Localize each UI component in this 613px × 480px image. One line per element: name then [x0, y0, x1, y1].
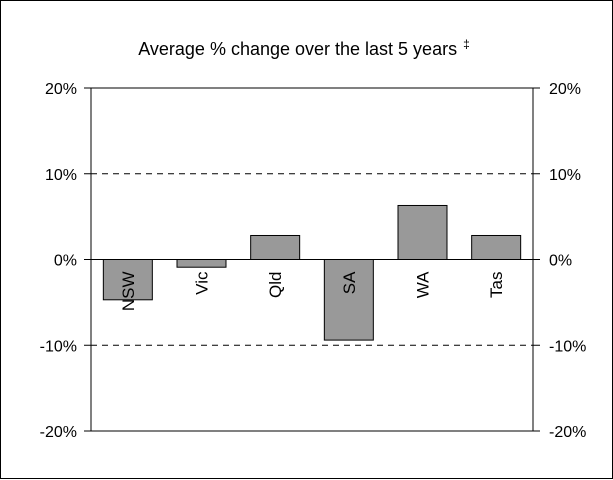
- y-tick-label-left: 0%: [54, 253, 77, 270]
- y-tick-label-right: 10%: [549, 167, 581, 184]
- y-tick-label-left: -10%: [40, 338, 77, 355]
- bar-sa: [323, 259, 374, 341]
- category-label-qld: Qld: [266, 272, 285, 298]
- category-label-tas: Tas: [487, 271, 506, 297]
- category-label-wa: WA: [414, 271, 433, 298]
- bar-vic: [176, 259, 227, 268]
- y-tick-label-right: -10%: [549, 338, 586, 355]
- category-label-sa: SA: [340, 271, 359, 294]
- bar-tas: [471, 234, 522, 261]
- bar-qld: [250, 234, 301, 261]
- bar-wa: [397, 204, 448, 260]
- y-tick-label-right: -20%: [549, 424, 586, 441]
- category-label-vic: Vic: [193, 271, 212, 295]
- chart-title-text: Average % change over the last 5 years: [138, 39, 457, 59]
- y-tick-label-right: 20%: [549, 81, 581, 98]
- category-labels: NSW Vic Qld SA WA Tas: [119, 271, 506, 311]
- category-label-nsw: NSW: [119, 272, 138, 312]
- bar-nsw: [102, 259, 153, 301]
- y-tick-label-left: 20%: [45, 81, 77, 98]
- y-tick-label-left: -20%: [40, 424, 77, 441]
- axes: 20% 20% 10% 10% 0% 0% -10% -10% -20% -20%: [40, 81, 587, 441]
- chart-title: Average % change over the last 5 years ‡: [138, 37, 470, 59]
- y-tick-label-right: 0%: [549, 253, 572, 270]
- y-tick-label-left: 10%: [45, 167, 77, 184]
- chart-title-marker: ‡: [463, 37, 470, 51]
- bars: [91, 204, 533, 341]
